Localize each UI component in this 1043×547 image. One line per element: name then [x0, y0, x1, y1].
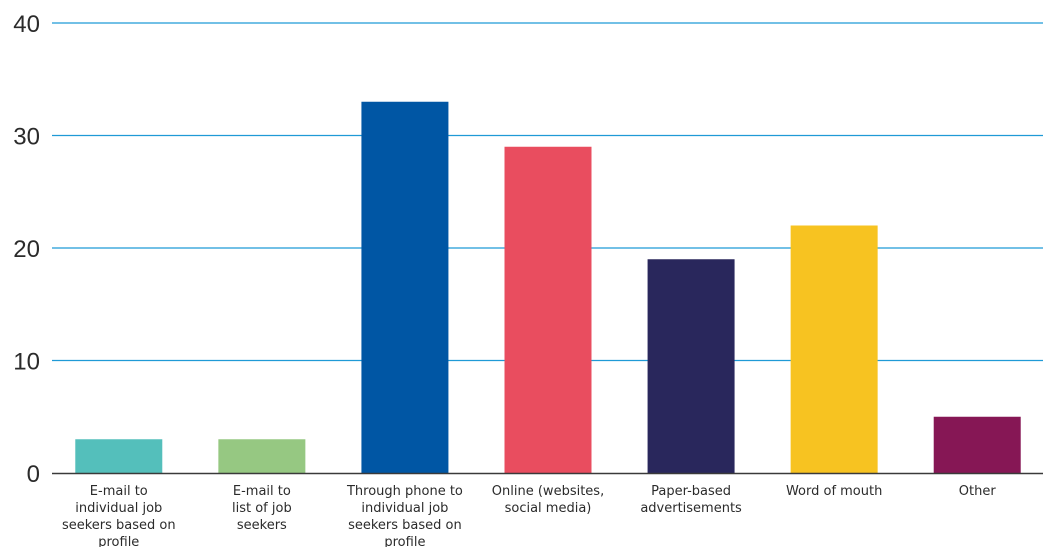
x-tick-label-line: Online (websites,	[492, 484, 604, 499]
x-tick-label-line: Paper-based	[651, 484, 731, 499]
y-axis-tick-labels: 0 10 20 30 40	[13, 11, 40, 488]
x-tick-label-line: E-mail to	[233, 484, 291, 499]
x-tick-label-line: Word of mouth	[786, 484, 882, 499]
x-tick-label: Word of mouth	[786, 484, 882, 499]
x-tick-label-line: seekers	[237, 518, 287, 533]
x-tick-label-line: Other	[959, 484, 997, 499]
x-tick-label-line: social media)	[505, 501, 592, 516]
y-tick-label: 30	[13, 124, 40, 151]
x-tick-label: Through phone to individual job seekers ba…	[346, 484, 463, 547]
y-tick-label: 20	[13, 236, 40, 263]
bar	[647, 259, 735, 473]
bars	[75, 101, 1021, 473]
x-tick-label: Paper-based advertisements	[640, 484, 742, 516]
x-tick-label-line: profile	[98, 535, 139, 547]
y-tick-label: 0	[27, 461, 40, 488]
x-tick-label-line: E-mail to	[90, 484, 148, 499]
x-tick-label-line: Through phone to	[346, 484, 463, 499]
x-tick-label-line: seekers based on	[348, 518, 462, 533]
y-tick-label: 40	[13, 11, 40, 38]
x-tick-label-line: profile	[384, 535, 425, 547]
bar	[218, 439, 306, 473]
bar	[75, 439, 163, 473]
x-tick-label-line: individual job	[75, 501, 162, 516]
bar	[790, 225, 878, 473]
x-tick-label: Online (websites, social media)	[492, 484, 604, 516]
x-tick-label-line: advertisements	[640, 501, 742, 516]
x-tick-label-line: list of job	[232, 501, 292, 516]
x-tick-label: E-mail to list of job seekers	[232, 484, 292, 533]
x-tick-label: E-mail to individual job seekers based on p…	[62, 484, 176, 547]
bar	[504, 146, 592, 473]
y-tick-label: 10	[13, 349, 40, 376]
x-tick-label-line: seekers based on	[62, 518, 176, 533]
bar	[933, 416, 1021, 473]
x-axis-tick-labels: E-mail to individual job seekers based on p…	[62, 484, 996, 547]
x-tick-label: Other	[959, 484, 997, 499]
x-tick-label-line: individual job	[361, 501, 448, 516]
bar	[361, 101, 449, 473]
